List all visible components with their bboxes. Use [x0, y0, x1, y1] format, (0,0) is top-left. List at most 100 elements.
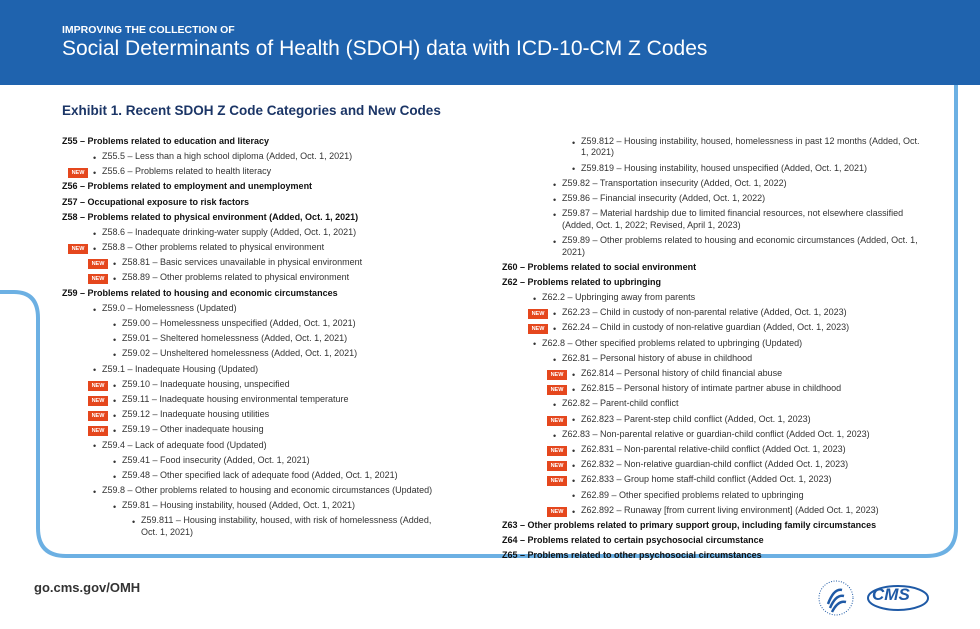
new-badge: NEW [68, 244, 88, 255]
list-item: Z60 – Problems related to social environ… [502, 260, 927, 275]
kicker: IMPROVING THE COLLECTION OF [62, 24, 235, 36]
list-item: • Z59.1 – Inadequate Housing (Updated) [62, 362, 447, 377]
list-item: • NEW Z62.831 – Non-parental relative-chil… [502, 442, 927, 457]
bullet: • [132, 517, 136, 528]
footer-url[interactable]: go.cms.gov/OMH [34, 580, 141, 595]
new-badge: NEW [88, 426, 108, 437]
item-body: Z60 – Problems related to social environ… [502, 262, 927, 274]
item-body: • Z59.0 – Homelessness (Updated) [93, 302, 447, 315]
bullet: • [113, 274, 117, 285]
item-body: • NEW Z62.23 – Child in custody of non-par… [528, 307, 927, 320]
list-item: • NEW Z62.815 – Personal history of intima… [502, 381, 927, 396]
bullet: • [572, 385, 576, 395]
item-text: Z65 – Problems related to other psychoso… [502, 550, 762, 561]
item-text: Z59.81 – Housing instability, housed (Ad… [122, 500, 355, 511]
new-badge: NEW [528, 324, 548, 335]
bullet: • [553, 430, 557, 441]
bullet: • [113, 471, 117, 482]
item-text: Z59.811 – Housing instability, housed, w… [141, 515, 432, 538]
list-item: • NEW Z62.892 – Runaway [from current livi… [502, 503, 927, 518]
item-body: • Z59.89 – Other problems related to hous… [553, 235, 927, 258]
item-text: Z59.41 – Food insecurity (Added, Oct. 1,… [122, 454, 310, 465]
list-item: Z59 – Problems related to housing and ec… [62, 286, 447, 301]
bullet: • [113, 259, 117, 270]
item-text: Z57 – Occupational exposure to risk fact… [62, 196, 250, 207]
new-badge: NEW [88, 380, 108, 391]
list-item: Z58 – Problems related to physical envir… [62, 210, 447, 225]
item-text: Z56 – Problems related to employment and… [62, 181, 313, 192]
item-text: Z59.812 – Housing instability, housed, h… [581, 135, 920, 158]
list-item: • Z55.5 – Less than a high school diploma… [62, 149, 447, 164]
new-badge: NEW [88, 411, 108, 422]
item-text: Z62.814 – Personal history of child fina… [581, 368, 783, 379]
bullet: • [553, 309, 557, 320]
bullet: • [93, 441, 97, 452]
list-item: • Z58.6 – Inadequate drinking-water suppl… [62, 225, 447, 240]
list-item: • Z59.819 – Housing instability, housed u… [502, 161, 927, 176]
item-body: • NEW Z62.823 – Parent-step child conflict… [547, 413, 927, 426]
list-item: • Z59.0 – Homelessness (Updated) [62, 301, 447, 316]
item-text: Z59.0 – Homelessness (Updated) [102, 302, 237, 313]
list-item: • NEW Z62.833 – Group home staff-child con… [502, 473, 927, 488]
item-body: • NEW Z58.8 – Other problems related to ph… [68, 242, 447, 255]
list-item: • Z59.48 – Other specified lack of adequa… [62, 468, 447, 483]
bullet: • [553, 209, 557, 220]
list-item: • Z59.81 – Housing instability, housed (A… [62, 499, 447, 514]
item-body: • Z59.00 – Homelessness unspecified (Adde… [113, 318, 447, 330]
list-item: • Z62.83 – Non-parental relative or guard… [502, 427, 927, 442]
bullet: • [93, 228, 97, 239]
list-item: • Z62.81 – Personal history of abuse in c… [502, 351, 927, 366]
bullet: • [572, 164, 576, 175]
item-text: Z58.81 – Basic services unavailable in p… [122, 257, 363, 268]
bullet: • [113, 426, 117, 437]
bullet: • [113, 350, 117, 361]
item-body: Z63 – Other problems related to primary … [502, 520, 927, 532]
item-body: • NEW Z62.831 – Non-parental relative-chil… [547, 444, 927, 456]
item-text: Z62.892 – Runaway [from current living e… [581, 504, 879, 515]
item-text: Z59.4 – Lack of adequate food (Updated) [102, 439, 267, 450]
new-badge: NEW [547, 415, 567, 426]
item-text: Z64 – Problems related to certain psycho… [502, 535, 764, 546]
list-item: • NEW Z59.11 – Inadequate housing environm… [62, 392, 447, 407]
item-body: • NEW Z62.833 – Group home staff-child con… [547, 474, 927, 487]
bullet: • [553, 324, 557, 335]
new-badge: NEW [547, 476, 567, 487]
item-text: Z59.10 – Inadequate housing, unspecified [122, 378, 290, 389]
item-body: • NEW Z58.81 – Basic services unavailable … [88, 257, 447, 270]
item-text: Z58.6 – Inadequate drinking-water supply… [102, 226, 357, 237]
item-text: Z59.01 – Sheltered homelessness (Added, … [122, 333, 348, 344]
item-body: • Z59.48 – Other specified lack of adequa… [113, 470, 447, 482]
list-item: • NEW Z62.832 – Non-relative guardian-chil… [502, 457, 927, 472]
bullet: • [93, 152, 97, 163]
item-body: • NEW Z59.12 – Inadequate housing utilitie… [88, 409, 447, 422]
item-text: Z58 – Problems related to physical envir… [62, 211, 359, 222]
list-item: • Z59.4 – Lack of adequate food (Updated) [62, 438, 447, 453]
exhibit-title: Exhibit 1. Recent SDOH Z Code Categories… [62, 103, 441, 118]
item-text: Z59.8 – Other problems related to housin… [102, 485, 433, 496]
item-body: • Z59.8 – Other problems related to housi… [93, 485, 447, 497]
item-body: Z65 – Problems related to other psychoso… [502, 550, 927, 562]
item-body: • Z59.01 – Sheltered homelessness (Added,… [113, 333, 447, 345]
item-text: Z59.819 – Housing instability, housed un… [581, 162, 868, 173]
item-body: • NEW Z58.89 – Other problems related to p… [88, 272, 447, 285]
bullet: • [113, 319, 117, 330]
bullet: • [93, 167, 97, 178]
item-text: Z62.823 – Parent-step child conflict (Ad… [581, 413, 811, 424]
item-body: • Z62.2 – Upbringing away from parents [533, 292, 927, 304]
item-body: Z55 – Problems related to education and … [62, 136, 447, 148]
item-text: Z62.815 – Personal history of intimate p… [581, 383, 842, 394]
item-text: Z62.2 – Upbringing away from parents [542, 292, 696, 303]
new-badge: NEW [88, 395, 108, 406]
list-item: • Z59.02 – Unsheltered homelessness (Adde… [62, 347, 447, 362]
item-body: Z64 – Problems related to certain psycho… [502, 535, 927, 547]
list-item: • NEW Z58.81 – Basic services unavailable … [62, 256, 447, 271]
new-badge: NEW [68, 168, 88, 179]
item-text: Z62.81 – Personal history of abuse in ch… [562, 352, 753, 363]
bullet: • [572, 506, 576, 517]
bullet: • [572, 491, 576, 502]
item-text: Z62.24 – Child in custody of non-relativ… [562, 322, 850, 333]
item-text: Z58.8 – Other problems related to physic… [102, 242, 325, 253]
item-text: Z59.1 – Inadequate Housing (Updated) [102, 363, 259, 374]
bullet: • [553, 400, 557, 411]
